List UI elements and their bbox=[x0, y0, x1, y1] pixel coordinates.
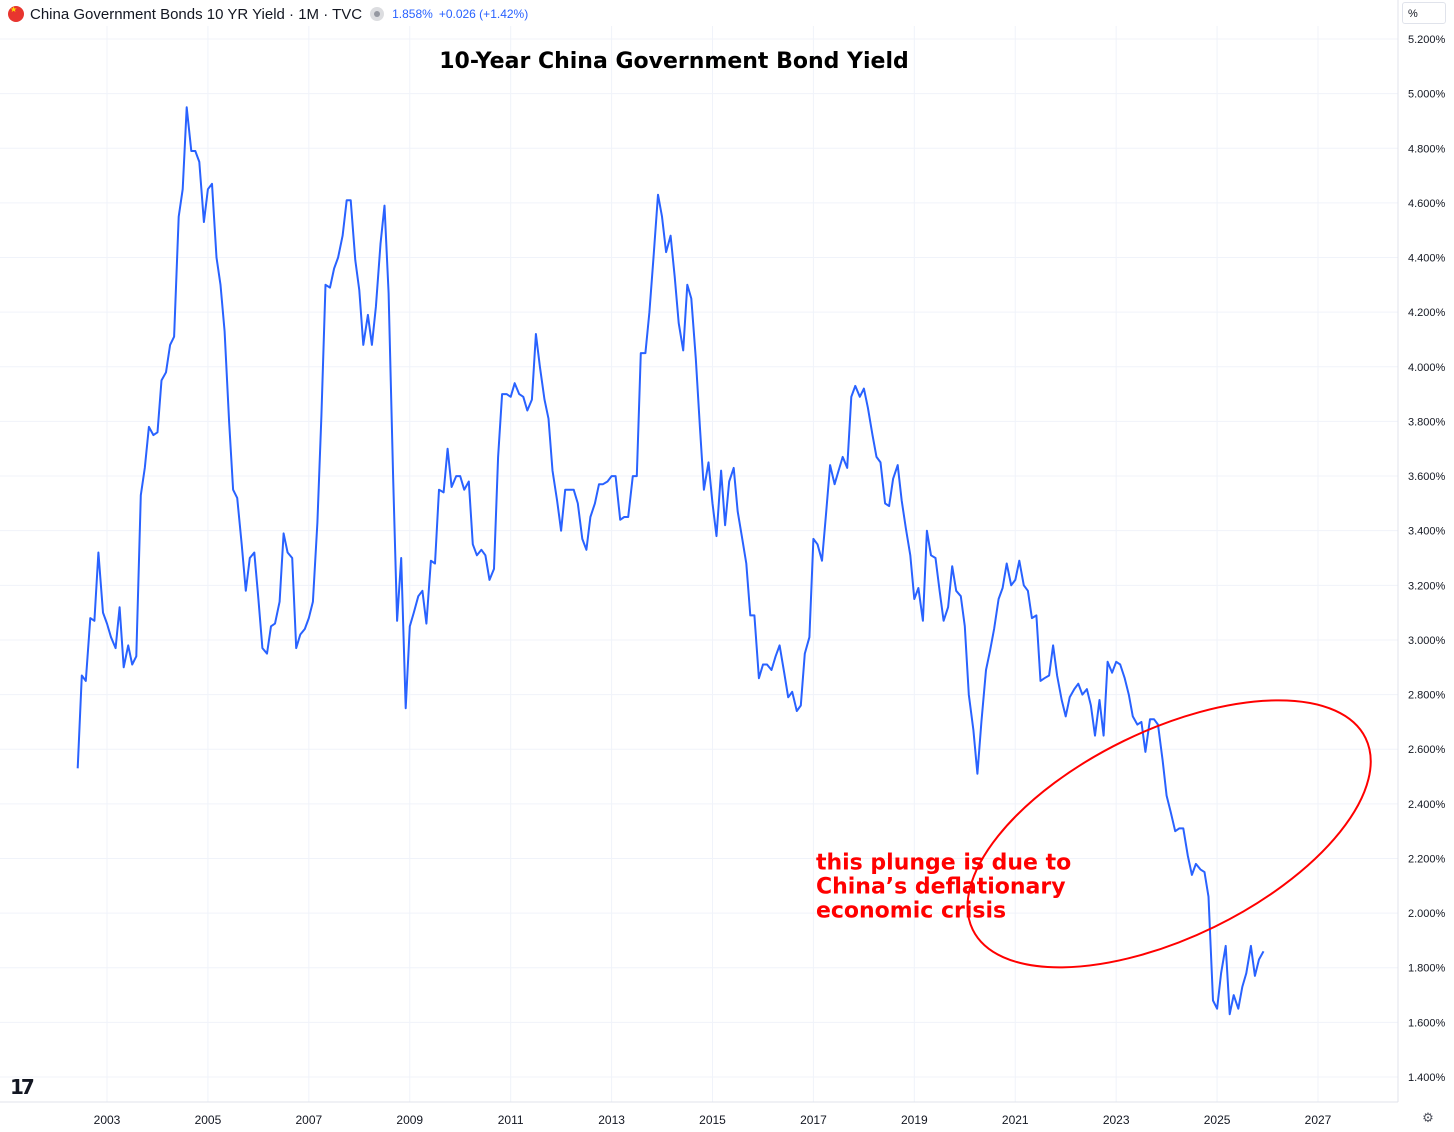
y-tick-label: 4.400% bbox=[1408, 253, 1446, 265]
last-value: 1.858% bbox=[392, 7, 433, 21]
y-tick-label: 5.200% bbox=[1408, 34, 1446, 46]
annotation-text-line: this plunge is due to bbox=[816, 850, 1071, 875]
x-axis: 2003 2005 2007 2009 2011 2013 2015 2017 2019 2021… bbox=[0, 1101, 1398, 1127]
settings-icon[interactable]: ⚙ bbox=[1422, 1110, 1434, 1125]
y-tick-label: 4.800% bbox=[1408, 143, 1446, 155]
y-tick-label: 2.400% bbox=[1408, 799, 1446, 811]
x-tick-label: 2019 bbox=[901, 1113, 928, 1127]
chart-title: 10-Year China Government Bond Yield bbox=[439, 49, 908, 74]
x-tick-label: 2023 bbox=[1103, 1113, 1130, 1127]
y-tick-label: 3.400% bbox=[1408, 526, 1446, 538]
y-tick-label: 2.800% bbox=[1408, 690, 1446, 702]
y-tick-label: 4.000% bbox=[1408, 362, 1446, 374]
yield-series-line[interactable] bbox=[76, 106, 1265, 1016]
y-tick-label: 4.200% bbox=[1408, 307, 1446, 319]
tradingview-logo-icon: 17 bbox=[10, 1075, 35, 1099]
x-tick-label: 2027 bbox=[1305, 1113, 1332, 1127]
y-tick-label: 3.200% bbox=[1408, 580, 1446, 592]
y-tick-label: 2.200% bbox=[1408, 853, 1446, 865]
x-tick-label: 2003 bbox=[94, 1113, 121, 1127]
y-axis: 5.200% 5.000% 4.800% 4.600% 4.400% 4.200% 4.00… bbox=[1397, 0, 1446, 1102]
series-layer bbox=[76, 106, 1265, 1016]
annotation-text-line: China’s deflationary bbox=[816, 874, 1066, 899]
market-status-icon[interactable] bbox=[370, 7, 385, 21]
x-tick-label: 2011 bbox=[498, 1113, 524, 1127]
price-unit-selector[interactable]: % bbox=[1402, 2, 1446, 24]
x-tick-label: 2017 bbox=[800, 1113, 827, 1127]
y-tick-label: 3.000% bbox=[1408, 635, 1446, 647]
x-tick-label: 2021 bbox=[1002, 1113, 1029, 1127]
price-change: +0.026 (+1.42%) bbox=[438, 7, 529, 21]
y-tick-label: 1.600% bbox=[1408, 1017, 1446, 1029]
grid-lines bbox=[0, 26, 1398, 1102]
y-tick-label: 3.800% bbox=[1408, 416, 1446, 428]
x-tick-label: 2007 bbox=[295, 1113, 322, 1127]
x-tick-label: 2015 bbox=[699, 1113, 726, 1127]
y-tick-label: 1.800% bbox=[1408, 963, 1446, 975]
y-tick-label: 1.400% bbox=[1408, 1072, 1446, 1084]
annotation-text-line: economic crisis bbox=[816, 898, 1006, 923]
y-tick-label: 5.000% bbox=[1408, 89, 1446, 101]
y-tick-label: 4.600% bbox=[1408, 198, 1446, 210]
x-tick-label: 2009 bbox=[396, 1113, 423, 1127]
symbol-title[interactable]: China Government Bonds 10 YR Yield · 1M … bbox=[30, 5, 363, 23]
y-tick-label: 2.600% bbox=[1408, 744, 1446, 756]
y-tick-label: 3.600% bbox=[1408, 471, 1446, 483]
x-tick-label: 2025 bbox=[1204, 1113, 1231, 1127]
x-tick-label: 2013 bbox=[598, 1113, 625, 1127]
china-flag-icon bbox=[8, 5, 24, 22]
highlight-ellipse bbox=[966, 699, 1372, 969]
y-tick-label: 2.000% bbox=[1408, 908, 1446, 920]
x-tick-label: 2005 bbox=[195, 1113, 222, 1127]
symbol-header[interactable]: China Government Bonds 10 YR Yield · 1M … bbox=[8, 4, 528, 24]
